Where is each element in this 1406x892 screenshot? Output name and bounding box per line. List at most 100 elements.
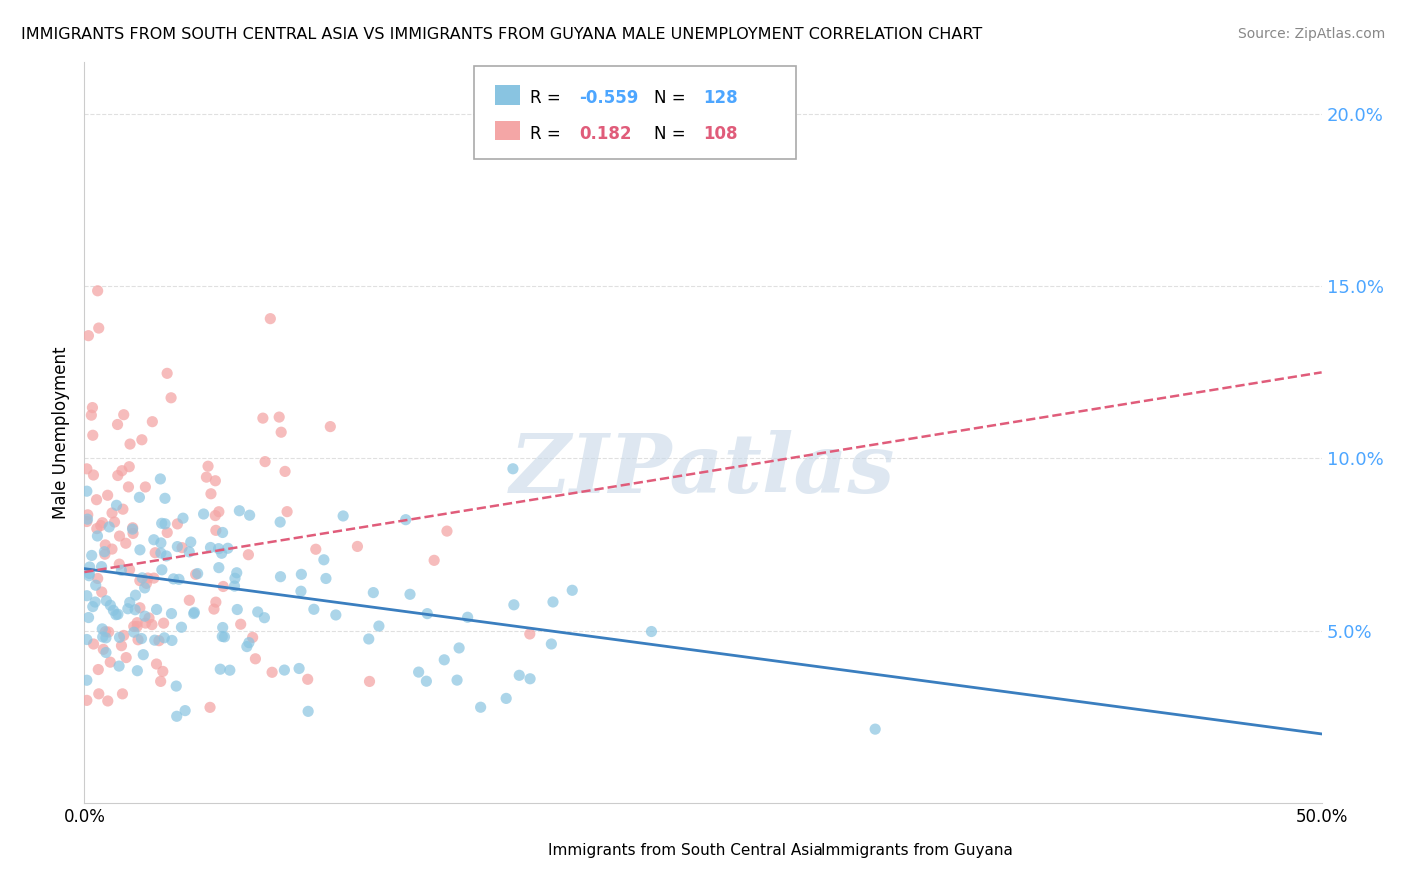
Point [200, 541, 222, 555]
Point [166, 709, 188, 723]
Point [270, 425, 292, 440]
Point [86, 529, 108, 543]
Point [108, 659, 131, 673]
Point [238, 635, 260, 649]
Point [269, 410, 291, 425]
Point [132, 648, 155, 662]
Point [149, 536, 172, 550]
Point [129, 542, 152, 557]
Text: R =: R = [530, 125, 565, 143]
Point [259, 311, 281, 326]
Point [160, 607, 183, 621]
Point [90, 518, 112, 533]
Text: R =: R = [530, 89, 565, 107]
FancyBboxPatch shape [780, 836, 818, 866]
Point [91, 516, 114, 530]
Point [76, 462, 98, 476]
Point [502, 462, 524, 476]
Point [141, 415, 163, 429]
Point [416, 607, 439, 621]
Point [180, 535, 202, 549]
Point [107, 607, 129, 622]
Text: Immigrants from South Central Asia: Immigrants from South Central Asia [548, 844, 824, 858]
Point [276, 505, 298, 519]
Point [224, 571, 246, 585]
Point [94, 631, 117, 645]
Point [200, 487, 222, 501]
Point [110, 639, 132, 653]
Text: 0.182: 0.182 [579, 125, 631, 143]
Point [290, 567, 312, 582]
Point [153, 631, 176, 645]
Point [122, 625, 145, 640]
Point [145, 602, 167, 616]
Point [112, 628, 135, 642]
Point [90, 559, 112, 574]
Point [111, 502, 134, 516]
Point [470, 700, 492, 714]
Point [128, 574, 150, 588]
Point [143, 546, 166, 560]
Point [118, 563, 141, 577]
Point [224, 579, 246, 593]
Point [165, 679, 187, 693]
Point [80, 408, 103, 422]
Point [239, 508, 262, 523]
Point [195, 470, 218, 484]
Point [367, 619, 389, 633]
Point [136, 571, 159, 585]
Point [94, 538, 117, 552]
Text: Immigrants from Guyana: Immigrants from Guyana [821, 844, 1012, 858]
Point [423, 553, 446, 567]
Point [207, 541, 229, 556]
Point [79, 566, 101, 581]
Point [108, 529, 131, 543]
Point [252, 411, 274, 425]
Point [433, 653, 456, 667]
Point [150, 563, 173, 577]
Point [91, 622, 114, 636]
Point [208, 560, 231, 574]
Point [214, 630, 236, 644]
Point [150, 516, 173, 531]
Point [305, 542, 328, 557]
Point [86, 522, 108, 536]
Point [108, 630, 131, 644]
Point [93, 544, 115, 558]
Point [162, 572, 184, 586]
Point [179, 545, 201, 559]
Point [131, 433, 153, 447]
Point [117, 480, 139, 494]
Text: IMMIGRANTS FROM SOUTH CENTRAL ASIA VS IMMIGRANTS FROM GUYANA MALE UNEMPLOYMENT C: IMMIGRANTS FROM SOUTH CENTRAL ASIA VS IM… [21, 27, 983, 42]
Point [332, 508, 354, 523]
Point [82, 428, 104, 442]
Point [246, 605, 269, 619]
Point [76, 693, 98, 707]
Point [238, 548, 260, 562]
Point [121, 521, 143, 535]
Point [325, 607, 347, 622]
Point [446, 673, 468, 687]
Point [127, 619, 149, 633]
Point [127, 615, 149, 630]
Point [541, 595, 564, 609]
Text: N =: N = [654, 125, 690, 143]
Point [640, 624, 662, 639]
Point [97, 625, 120, 640]
Point [540, 637, 562, 651]
Point [87, 687, 110, 701]
Point [302, 602, 325, 616]
Point [124, 603, 146, 617]
Point [84, 595, 107, 609]
Point [863, 722, 886, 736]
Point [346, 540, 368, 554]
Point [118, 437, 141, 451]
Point [131, 632, 153, 646]
Point [111, 464, 134, 478]
Point [495, 691, 517, 706]
Point [363, 585, 385, 599]
Point [76, 508, 98, 522]
Point [166, 516, 188, 531]
Point [205, 595, 228, 609]
Point [107, 417, 129, 432]
